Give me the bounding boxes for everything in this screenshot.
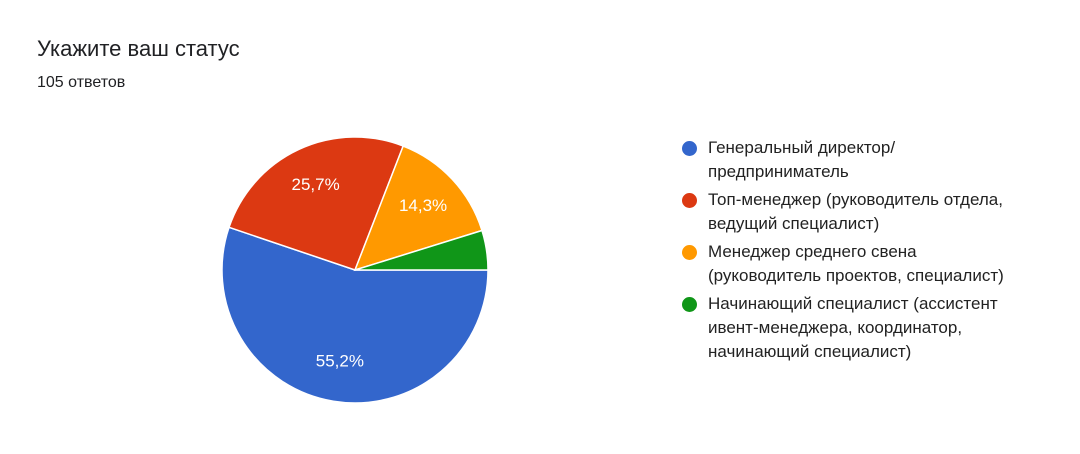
slice-label: 55,2% [316, 351, 364, 370]
legend-item: Топ-менеджер (руководитель отдела, ведущ… [682, 188, 1030, 236]
chart-title: Укажите ваш статус [37, 36, 240, 61]
legend-label: Генеральный директор/предприниматель [708, 138, 896, 181]
legend-swatch [682, 193, 697, 208]
legend: Генеральный директор/предприниматель Топ-… [682, 136, 1042, 368]
legend-label: Начинающий специалист (ассистент ивент-м… [708, 294, 998, 361]
legend-swatch [682, 141, 697, 156]
legend-swatch [682, 297, 697, 312]
legend-label: Менеджер среднего свена (руководитель пр… [708, 242, 1004, 285]
chart-subtitle: 105 ответов [37, 74, 126, 91]
legend-item: Менеджер среднего свена (руководитель пр… [682, 240, 1030, 288]
pie-slice [354, 229, 489, 271]
pie-slice [353, 145, 483, 272]
slice-label: 25,7% [292, 175, 340, 194]
slice-label: 14,3% [399, 196, 447, 215]
legend-swatch [682, 245, 697, 260]
pie-slice [221, 226, 489, 404]
legend-item: Генеральный директор/предприниматель [682, 136, 1030, 184]
legend-item: Начинающий специалист (ассистент ивент-м… [682, 292, 1030, 364]
legend-label: Топ-менеджер (руководитель отдела, ведущ… [708, 190, 1003, 233]
pie-slice [228, 136, 405, 271]
